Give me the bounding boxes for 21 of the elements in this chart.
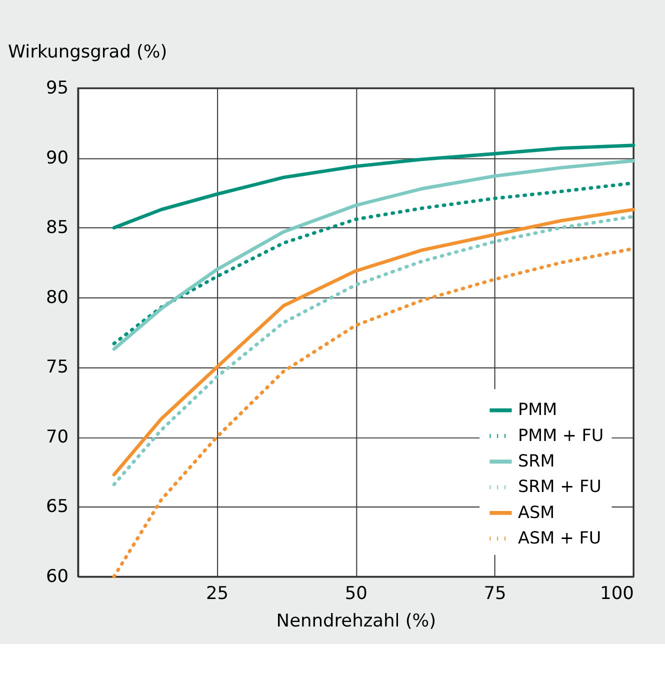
legend-label: PMM + FU: [518, 424, 604, 445]
y-tick-label: 90: [46, 148, 69, 168]
legend-label: ASM: [518, 502, 555, 522]
y-tick-label: 60: [46, 566, 69, 587]
x-tick-label: 50: [344, 584, 368, 604]
x-axis-title: Nenndrehzahl (%): [276, 611, 436, 632]
y-tick-label: 95: [46, 78, 69, 99]
x-tick-label: 100: [600, 584, 634, 604]
y-tick-label: 75: [46, 358, 69, 378]
line-series: [112, 144, 636, 230]
y-tick-label: 70: [46, 427, 69, 448]
y-axis-title: Wirkungsgrad (%): [8, 42, 168, 63]
legend-label: SRM + FU: [518, 476, 602, 496]
y-tick-label: 80: [46, 288, 69, 308]
legend-label: PMM: [518, 399, 558, 420]
legend-label: SRM: [518, 450, 555, 471]
y-tick-label: 65: [46, 497, 69, 518]
y-tick-label: 85: [46, 218, 69, 238]
legend-label: ASM + FU: [518, 528, 602, 548]
x-tick-label: 75: [484, 584, 506, 604]
x-tick-label: 25: [206, 584, 229, 604]
